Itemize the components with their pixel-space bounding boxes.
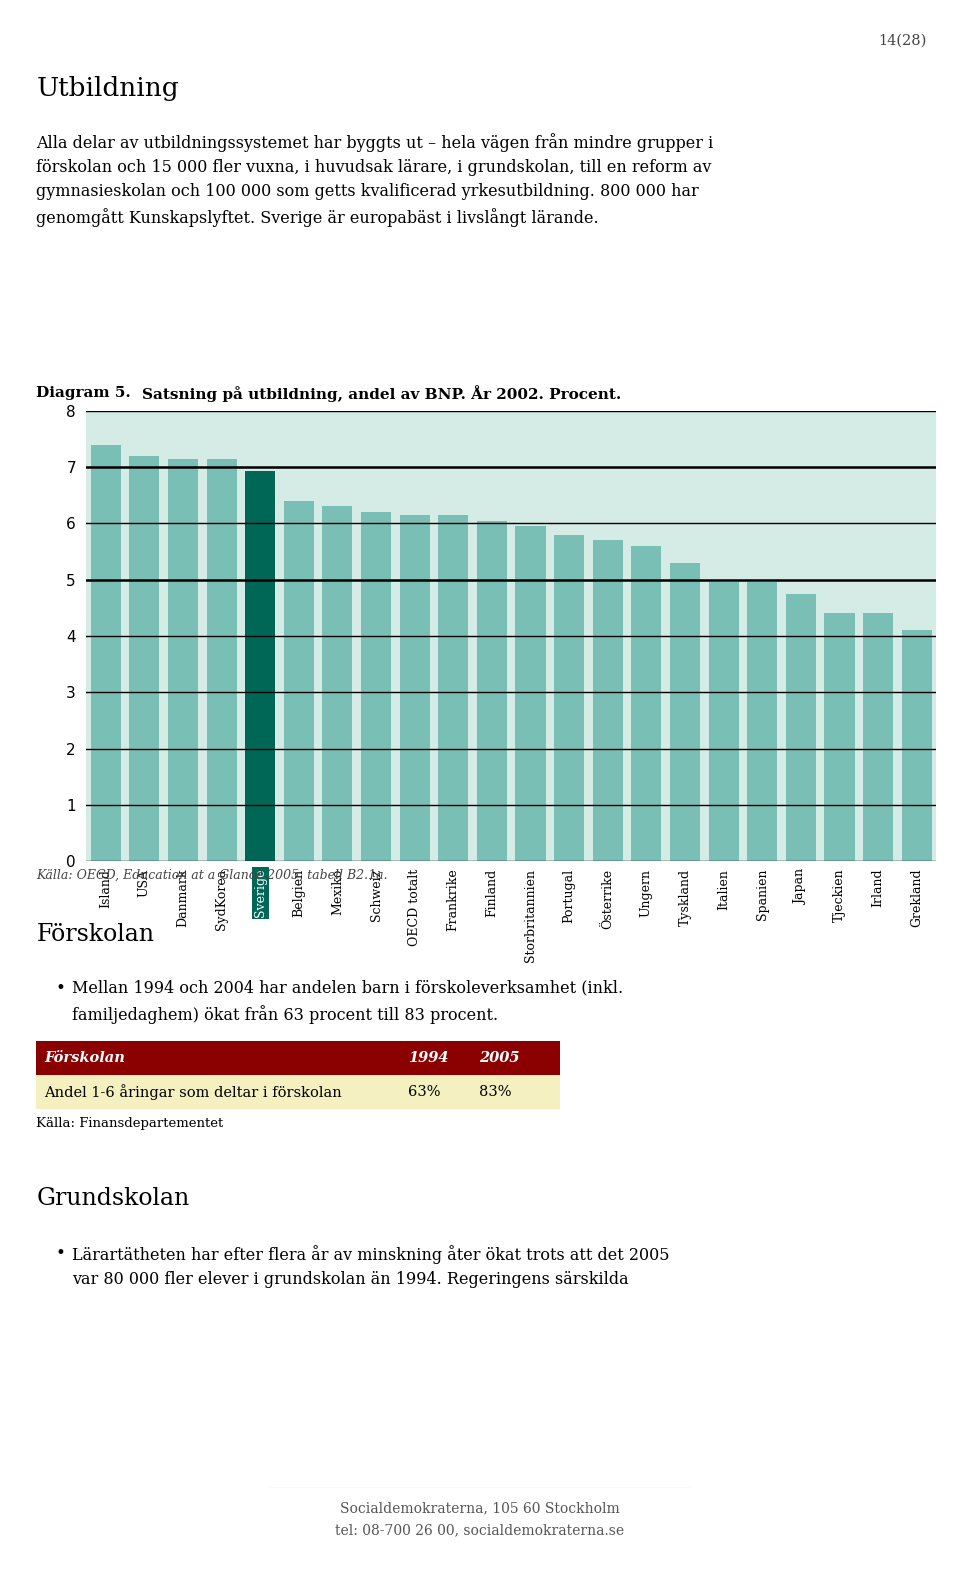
Text: Förskolan: Förskolan [36, 923, 155, 946]
Text: Andel 1-6 åringar som deltar i förskolan: Andel 1-6 åringar som deltar i förskolan [44, 1084, 342, 1100]
Bar [901, 630, 932, 861]
FancyBboxPatch shape [36, 1041, 560, 1076]
Bar [323, 507, 352, 861]
Bar [284, 501, 314, 861]
Text: 1994: 1994 [408, 1051, 448, 1065]
Bar [206, 458, 236, 861]
Text: Satsning på utbildning, andel av BNP. År 2002. Procent.: Satsning på utbildning, andel av BNP. År… [142, 386, 621, 403]
Text: Grundskolan: Grundskolan [36, 1187, 190, 1210]
FancyBboxPatch shape [36, 1076, 560, 1109]
Text: Förskolan: Förskolan [44, 1051, 125, 1065]
Bar [708, 583, 738, 861]
Bar [786, 594, 816, 861]
Bar [825, 613, 854, 861]
Text: •: • [56, 980, 65, 997]
Bar [399, 515, 430, 861]
Text: 63%: 63% [408, 1085, 441, 1100]
Bar [592, 540, 623, 861]
Bar [670, 562, 700, 861]
Text: Källa: Finansdepartementet: Källa: Finansdepartementet [36, 1117, 224, 1130]
Text: Diagram 5.: Diagram 5. [36, 386, 132, 400]
Bar [747, 583, 778, 861]
Text: Alla delar av utbildningssystemet har byggts ut – hela vägen från mindre grupper: Alla delar av utbildningssystemet har by… [36, 133, 713, 228]
Bar [632, 545, 661, 861]
Text: Lärartätheten har efter flera år av minskning åter ökat trots att det 2005
var 8: Lärartätheten har efter flera år av mins… [72, 1245, 669, 1288]
Bar [554, 534, 585, 861]
Bar [477, 520, 507, 861]
Text: Källa: OECD, Education at a Glance 2005, tabell B2.1a.: Källa: OECD, Education at a Glance 2005,… [36, 869, 388, 882]
Bar [130, 455, 159, 861]
Bar [90, 444, 121, 861]
Bar [438, 515, 468, 861]
Bar [361, 512, 391, 861]
Bar [168, 458, 198, 861]
Text: 83%: 83% [479, 1085, 511, 1100]
Text: Mellan 1994 och 2004 har andelen barn i förskoleverksamhet (inkl.
familjedaghem): Mellan 1994 och 2004 har andelen barn i … [72, 980, 623, 1024]
Text: tel: 08-700 26 00, socialdemokraterna.se: tel: 08-700 26 00, socialdemokraterna.se [335, 1523, 625, 1537]
Bar [516, 526, 545, 861]
Text: Socialdemokraterna, 105 60 Stockholm: Socialdemokraterna, 105 60 Stockholm [340, 1501, 620, 1515]
Text: •: • [56, 1245, 65, 1262]
Bar [245, 471, 276, 861]
Text: 14(28): 14(28) [878, 33, 926, 47]
Text: 2005: 2005 [479, 1051, 519, 1065]
Bar [863, 613, 893, 861]
Text: Utbildning: Utbildning [36, 76, 180, 101]
